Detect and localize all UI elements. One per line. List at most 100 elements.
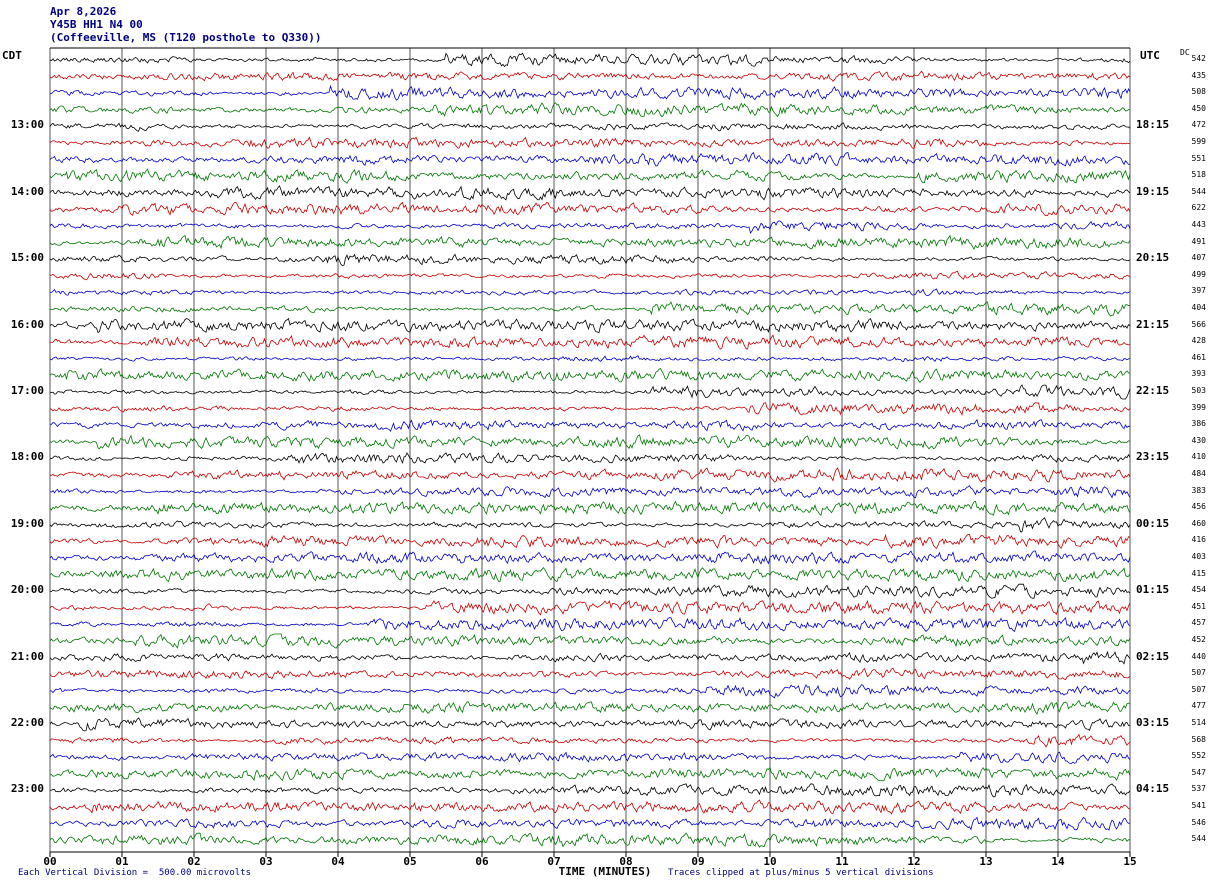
dc-value: 568 (1191, 734, 1206, 744)
seismic-trace-row-44 (49, 783, 1131, 798)
dc-value: 544 (1191, 186, 1206, 196)
left-time-label: 21:00 (10, 649, 44, 663)
seismic-trace-row-0 (49, 52, 1131, 68)
dc-value: 547 (1191, 767, 1206, 777)
x-tick-label: 08 (619, 855, 633, 868)
dc-value: 461 (1191, 352, 1206, 362)
dc-value: 435 (1191, 70, 1206, 80)
dc-value: 415 (1191, 568, 1206, 578)
dc-value: 541 (1191, 801, 1206, 810)
seismic-trace-row-15 (49, 301, 1131, 317)
right-timezone-label: UTC (1140, 49, 1160, 62)
dc-value: 477 (1191, 701, 1206, 711)
seismic-trace-row-39 (49, 699, 1131, 715)
right-time-label: 03:15 (1136, 716, 1170, 729)
x-tick-label: 05 (403, 855, 417, 868)
dc-value: 460 (1191, 518, 1206, 528)
dc-value: 546 (1191, 817, 1206, 827)
scale-note: Each Vertical Division = 500.00 microvol… (18, 868, 251, 878)
seismic-trace-row-47 (49, 832, 1131, 848)
header-location: (Coffeeville, MS (T120 posthole to Q330)… (50, 31, 322, 44)
dc-value: 451 (1191, 601, 1206, 611)
dc-value: 428 (1191, 336, 1206, 346)
seismic-trace-row-2 (49, 84, 1131, 101)
dc-value: 452 (1191, 635, 1206, 644)
seismic-trace-row-26 (49, 485, 1131, 499)
dc-value: 622 (1191, 203, 1206, 213)
dc-value: 507 (1191, 684, 1206, 694)
dc-value: 508 (1191, 87, 1206, 97)
seismic-trace-row-21 (49, 402, 1131, 416)
x-tick-label: 12 (907, 855, 921, 868)
seismic-trace-row-38 (49, 684, 1131, 699)
x-tick-label: 02 (187, 855, 201, 868)
seismic-trace-row-7 (49, 168, 1131, 184)
seismic-trace-row-19 (49, 367, 1131, 384)
dc-value: 566 (1191, 319, 1206, 329)
x-tick-label: 10 (763, 855, 777, 868)
seismic-trace-row-13 (49, 270, 1131, 281)
seismic-trace-row-18 (49, 355, 1131, 362)
seismic-trace-row-23 (49, 434, 1131, 450)
right-time-label: 04:15 (1136, 782, 1170, 796)
right-time-label: 22:15 (1136, 384, 1170, 397)
dc-value: 454 (1191, 585, 1206, 595)
dc-value: 503 (1191, 386, 1206, 395)
seismic-trace-row-6 (49, 151, 1131, 167)
right-time-label: 21:15 (1136, 317, 1170, 331)
seismic-trace-row-27 (49, 500, 1131, 516)
seismic-trace-row-4 (49, 122, 1131, 132)
right-time-label: 19:15 (1136, 184, 1170, 198)
x-tick-label: 11 (835, 855, 849, 868)
x-tick-label: 06 (475, 855, 489, 868)
dc-value: 386 (1191, 419, 1206, 429)
dc-value: 440 (1191, 651, 1206, 661)
left-time-label: 22:00 (10, 716, 44, 729)
seismic-trace-row-24 (49, 452, 1131, 464)
seismic-trace-row-1 (49, 70, 1131, 82)
seismic-trace-row-28 (49, 517, 1131, 533)
left-timezone-label: CDT (2, 49, 22, 62)
dc-value: 383 (1191, 485, 1206, 495)
x-axis-title: TIME (MINUTES) (558, 865, 652, 878)
x-tick-label: 03 (259, 855, 273, 868)
dc-value: 514 (1191, 718, 1206, 727)
seismic-trace-row-29 (49, 533, 1131, 550)
right-time-label: 23:15 (1136, 450, 1170, 464)
seismic-trace-row-17 (49, 334, 1131, 350)
dc-value: 484 (1191, 469, 1206, 478)
left-time-label: 16:00 (10, 317, 44, 331)
seismic-trace-row-41 (49, 733, 1131, 748)
dc-value: 537 (1191, 784, 1206, 794)
seismic-trace-row-12 (49, 253, 1131, 267)
x-tick-label: 09 (691, 855, 705, 868)
right-time-label: 00:15 (1136, 516, 1170, 530)
seismic-trace-row-40 (49, 717, 1131, 732)
x-tick-label: 01 (115, 855, 129, 868)
x-tick-label: 15 (1123, 855, 1137, 868)
dc-value: 430 (1191, 435, 1206, 445)
header-date: Apr 8,2026 (50, 5, 117, 18)
x-tick-label: 14 (1051, 855, 1065, 868)
left-time-label: 14:00 (10, 184, 44, 198)
left-time-label: 15:00 (10, 251, 44, 265)
dc-column-label: DC (1180, 48, 1190, 57)
seismic-trace-row-35 (49, 633, 1131, 649)
left-time-label: 17:00 (10, 384, 44, 397)
dc-value: 407 (1191, 253, 1206, 263)
dc-value: 499 (1191, 269, 1206, 279)
dc-value: 399 (1191, 402, 1206, 412)
seismic-trace-row-31 (49, 566, 1131, 583)
left-time-label: 18:00 (10, 450, 44, 464)
right-time-label: 20:15 (1136, 251, 1170, 265)
seismic-trace-row-3 (49, 102, 1130, 118)
x-tick-label: 04 (331, 855, 345, 868)
left-time-label: 19:00 (10, 516, 44, 530)
dc-value: 404 (1191, 303, 1206, 312)
dc-value: 507 (1191, 668, 1206, 678)
left-time-label: 23:00 (10, 782, 44, 796)
seismic-trace-row-32 (49, 583, 1131, 599)
x-tick-label: 13 (979, 855, 993, 868)
dc-value: 403 (1191, 552, 1206, 561)
